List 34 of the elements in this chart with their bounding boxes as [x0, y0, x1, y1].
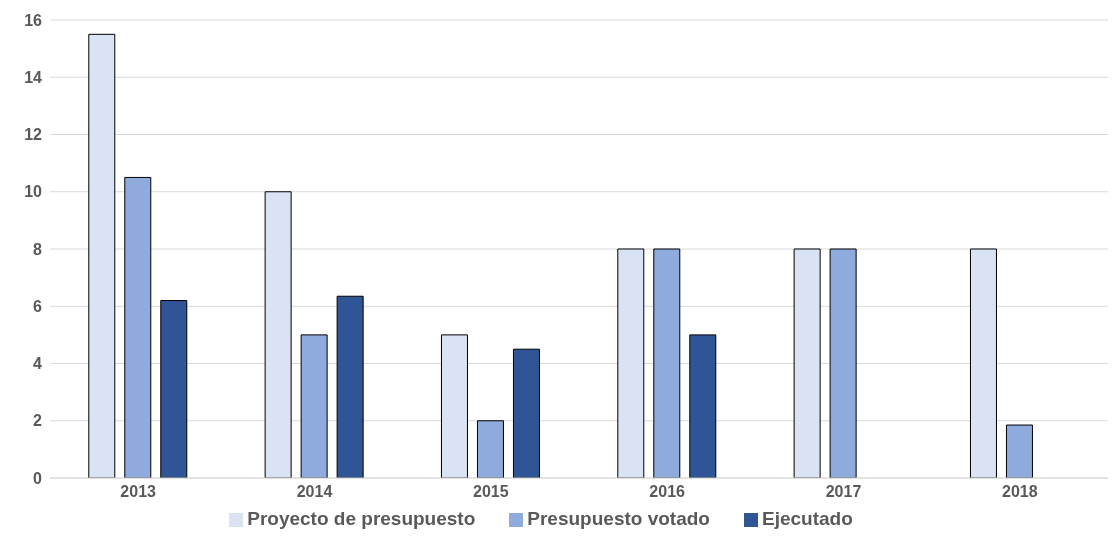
y-tick-label: 14	[24, 68, 43, 86]
bar	[829, 248, 857, 478]
bar	[440, 334, 468, 478]
y-tick-label: 6	[33, 297, 43, 315]
x-tick-label: 2016	[649, 483, 686, 501]
bar	[300, 334, 328, 478]
bar	[512, 348, 540, 478]
legend-label: Ejecutado	[761, 508, 853, 529]
bar	[264, 191, 292, 478]
x-tick-label: 2013	[120, 483, 157, 501]
bar	[689, 334, 717, 478]
bar	[160, 300, 188, 478]
bar	[336, 295, 364, 478]
bar	[617, 248, 645, 478]
bar	[476, 420, 504, 478]
y-tick-label: 2	[33, 412, 43, 430]
bar	[969, 248, 997, 478]
y-tick-label: 8	[33, 240, 43, 258]
bar	[124, 176, 152, 478]
x-tick-label: 2018	[1002, 483, 1038, 501]
y-tick-label: 10	[24, 183, 43, 201]
x-tick-label: 2017	[825, 483, 862, 501]
bar	[653, 248, 681, 478]
y-tick-label: 4	[33, 355, 43, 373]
y-tick-label: 0	[33, 469, 43, 487]
legend-label: Presupuesto votado	[527, 508, 710, 529]
y-tick-label: 16	[24, 11, 43, 29]
bar	[88, 33, 116, 478]
bar	[1005, 424, 1033, 478]
legend-label: Proyecto de presupuesto	[247, 508, 476, 529]
bar	[793, 248, 821, 478]
y-tick-label: 12	[24, 126, 43, 144]
x-tick-label: 2015	[473, 483, 509, 501]
x-tick-label: 2014	[296, 483, 333, 501]
